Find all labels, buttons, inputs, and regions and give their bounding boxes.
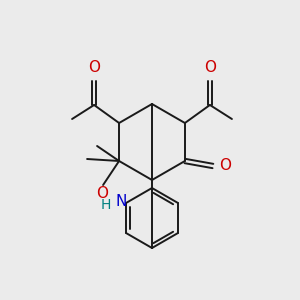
Text: N: N — [115, 194, 127, 208]
Text: O: O — [204, 60, 216, 75]
Text: H: H — [101, 198, 111, 212]
Text: O: O — [219, 158, 231, 173]
Text: O: O — [88, 60, 100, 75]
Text: O: O — [96, 186, 108, 201]
